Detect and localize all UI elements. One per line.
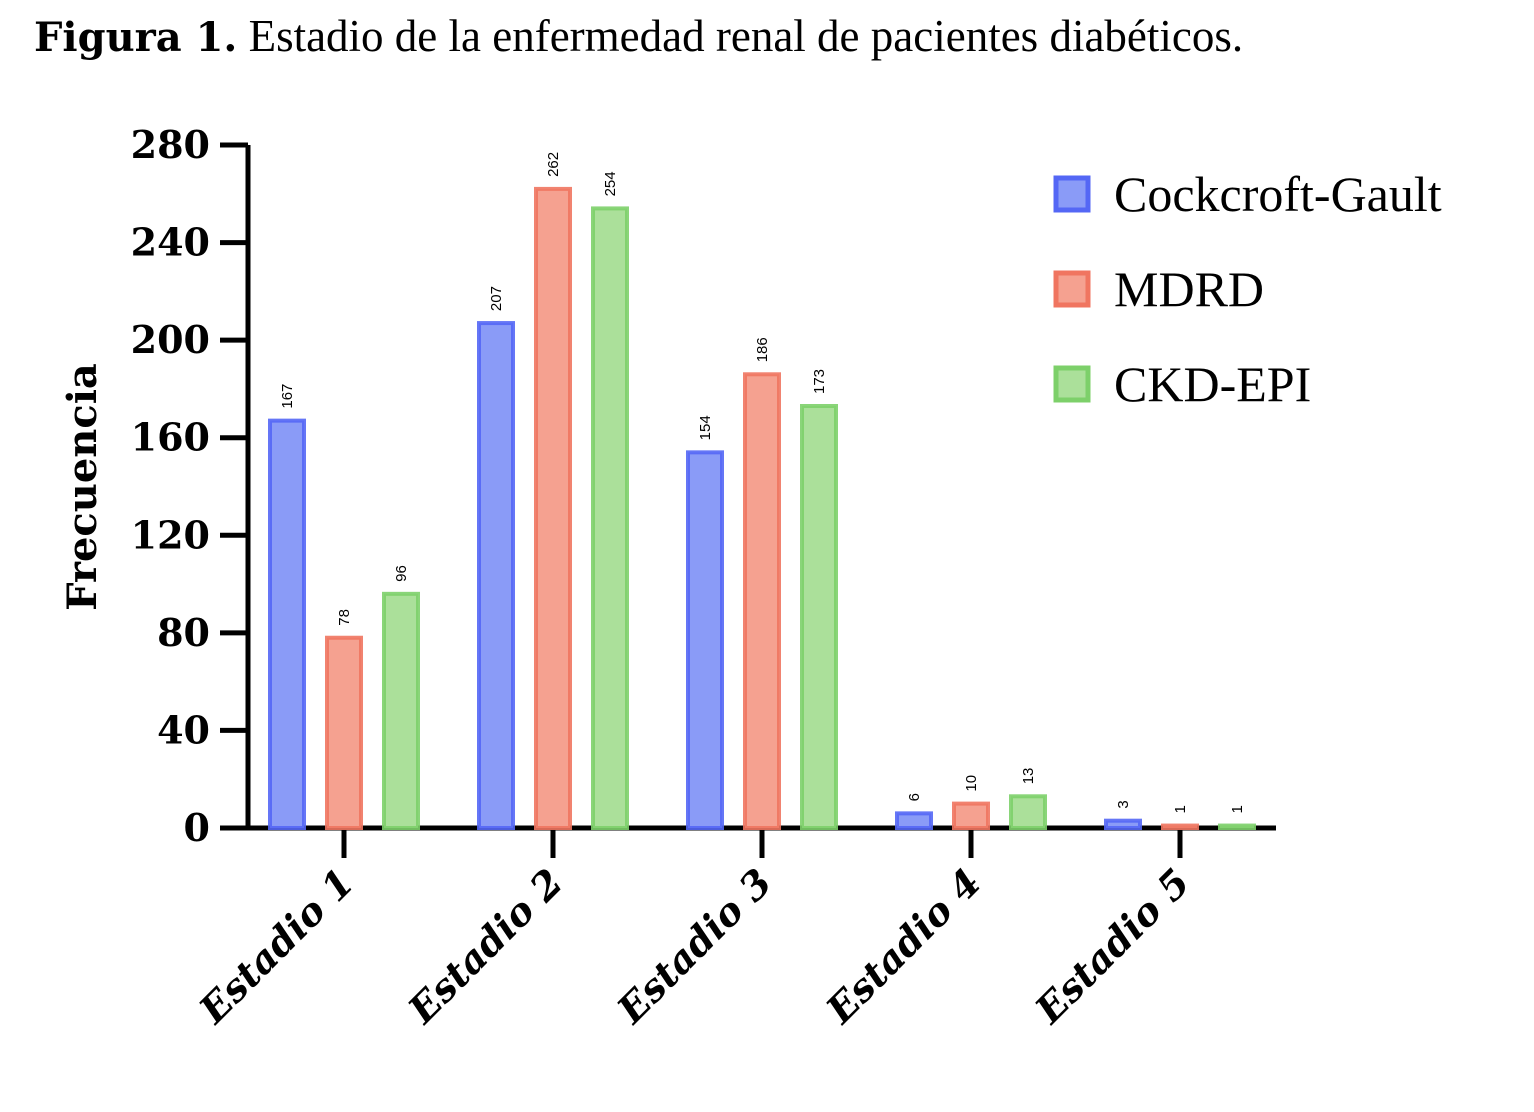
data-label: 1 [1172, 805, 1189, 813]
y-tick-label: 160 [131, 415, 210, 460]
bar-cockcroft-gault [477, 321, 515, 830]
legend-swatch [1053, 175, 1091, 213]
data-label: 13 [1020, 768, 1037, 785]
legend: Cockcroft-Gault MDRD CKD-EPI [1053, 166, 1442, 412]
data-label: 186 [754, 337, 771, 362]
data-label: 78 [336, 609, 353, 626]
legend-label: CKD-EPI [1114, 356, 1311, 412]
bar-cockcroft-gault [686, 450, 724, 830]
bar-cockcroft-gault [1104, 818, 1142, 830]
y-tick-label: 0 [184, 805, 210, 850]
bar-cockcroft-gault [268, 418, 306, 830]
bar-mdrd [534, 186, 572, 830]
bar-ckd-epi [1218, 823, 1256, 831]
figure-number: Figura 1. [34, 14, 238, 61]
x-tick-label: Estadio 2 [398, 860, 571, 1033]
bar-mdrd [325, 635, 363, 830]
y-tick-label: 40 [157, 707, 210, 752]
data-label: 262 [545, 152, 562, 177]
x-tick-label: Estadio 3 [607, 860, 780, 1033]
bar-cockcroft-gault [895, 811, 933, 830]
bar-mdrd [952, 801, 990, 830]
y-tick-label: 80 [157, 610, 210, 655]
bar-ckd-epi [382, 591, 420, 830]
x-tick-label: Estadio 1 [189, 860, 362, 1033]
y-tick-label: 120 [131, 512, 210, 557]
data-label: 3 [1115, 800, 1132, 808]
legend-swatch [1053, 365, 1091, 403]
data-label: 173 [811, 369, 828, 394]
data-label: 167 [279, 384, 296, 409]
legend-label: Cockcroft-Gault [1114, 166, 1442, 222]
data-label: 254 [602, 171, 619, 196]
x-tick-label: Estadio 5 [1025, 860, 1198, 1033]
y-tick-label: 280 [131, 122, 210, 167]
data-label: 154 [697, 415, 714, 440]
title-text: Estadio de la enfermedad renal de pacien… [248, 11, 1244, 61]
chart-title: Figura 1. Estadio de la enfermedad renal… [34, 10, 1243, 62]
data-label: 10 [963, 775, 980, 792]
y-tick-label: 200 [131, 317, 210, 362]
bar-ckd-epi [1009, 794, 1047, 831]
y-axis-label: Frecuencia [59, 363, 106, 611]
bar-ckd-epi [591, 206, 629, 830]
y-tick-label: 240 [131, 220, 210, 265]
data-label: 6 [906, 793, 923, 801]
bars [268, 186, 1256, 831]
x-tick-label: Estadio 4 [816, 860, 989, 1033]
data-label: 96 [393, 565, 410, 582]
bar-mdrd [743, 372, 781, 830]
legend-swatch [1053, 270, 1091, 308]
data-label: 1 [1229, 805, 1246, 813]
data-labels: 167 207 154 6 3 78 262 186 10 1 96 254 173 13 1 [279, 152, 1246, 814]
data-label: 207 [488, 286, 505, 311]
bar-mdrd [1161, 823, 1199, 831]
bar-ckd-epi [800, 404, 838, 830]
legend-label: MDRD [1114, 261, 1264, 317]
